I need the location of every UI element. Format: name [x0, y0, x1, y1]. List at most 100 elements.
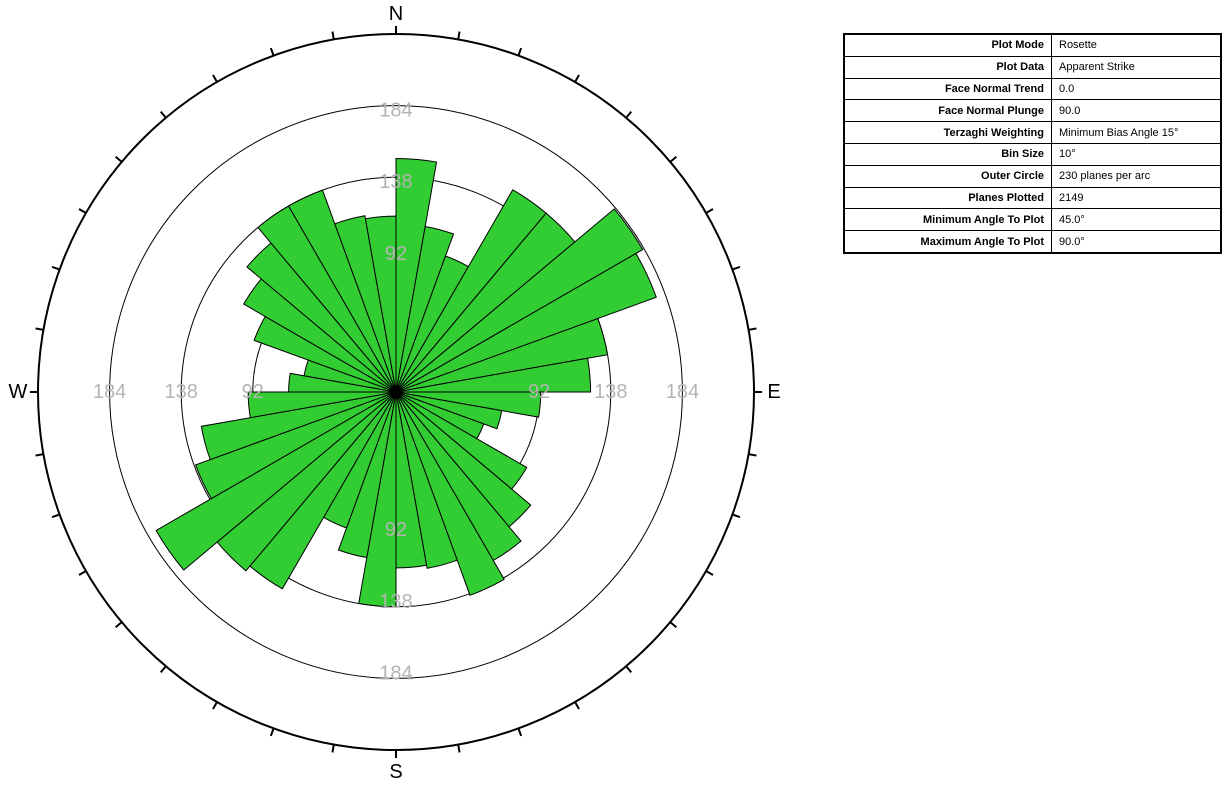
ring-label-west: 138: [165, 381, 198, 403]
info-key: Bin Size: [843, 142, 1052, 166]
info-value: 90.0: [1051, 99, 1222, 123]
info-value: 10°: [1051, 142, 1222, 166]
compass-tick: [114, 155, 123, 163]
compass-tick: [35, 453, 44, 457]
info-row: Terzaghi Weighting Minimum Bias Angle 15°: [843, 121, 1222, 144]
rose-petal: [337, 391, 397, 559]
plot-info-table: Plot Mode Rosette Plot Data Apparent Strike…: [843, 33, 1222, 254]
rose-petal: [194, 391, 397, 500]
rose-petals: [155, 158, 657, 608]
compass-tick: [78, 570, 87, 576]
rose-petal: [395, 391, 458, 569]
info-key: Outer Circle: [843, 164, 1052, 188]
compass-tick: [705, 570, 714, 576]
compass-tick: [269, 728, 275, 737]
info-value: 2149: [1051, 186, 1222, 210]
info-value: 0.0: [1051, 77, 1222, 101]
ring-label-south: 92: [385, 519, 407, 541]
ring-label-west: 92: [242, 381, 264, 403]
rose-petal: [395, 208, 644, 393]
compass-tick: [212, 701, 218, 710]
labels: N S E W 92 92 92 92 138 138 138 138 184 184 184 184: [9, 3, 781, 783]
compass-tick: [331, 31, 335, 40]
info-value: 90.0°: [1051, 230, 1222, 254]
info-row: Minimum Angle To Plot 45.0°: [843, 208, 1222, 232]
info-key: Terzaghi Weighting: [843, 121, 1052, 144]
rose-petal: [395, 252, 657, 393]
rose-petal: [395, 225, 455, 393]
rose-petal: [395, 357, 592, 393]
info-row: Plot Mode Rosette: [843, 33, 1222, 57]
compass-ticks: [30, 26, 762, 758]
info-value: Apparent Strike: [1051, 55, 1222, 79]
info-row: Outer Circle 230 planes per arc: [843, 164, 1222, 188]
compass-tick: [574, 74, 580, 83]
compass-tick: [748, 327, 757, 331]
ring-label-south: 184: [379, 662, 412, 684]
compass-tick: [669, 621, 678, 629]
compass-tick: [269, 47, 275, 56]
ring-label-north: 138: [379, 171, 412, 193]
info-key: Plot Data: [843, 55, 1052, 79]
ring-label-south: 138: [379, 591, 412, 613]
ring-label-west: 184: [93, 381, 126, 403]
compass-tick: [669, 155, 678, 163]
compass-tick: [625, 665, 633, 674]
ring-label-east: 92: [528, 381, 550, 403]
ring-label-east: 138: [594, 381, 627, 403]
compass-tick: [212, 74, 218, 83]
compass-tick: [51, 265, 60, 271]
compass-tick: [748, 453, 757, 457]
ring-label-east: 184: [666, 381, 699, 403]
rose-petal: [287, 189, 397, 393]
outer-circle: [37, 33, 755, 751]
south-label: S: [389, 761, 402, 783]
info-value: Rosette: [1051, 33, 1222, 57]
info-row: Maximum Angle To Plot 90.0°: [843, 230, 1222, 254]
rose-petal: [395, 317, 609, 393]
west-label: W: [9, 381, 28, 403]
info-key: Face Normal Plunge: [843, 99, 1052, 123]
info-row: Plot Data Apparent Strike: [843, 55, 1222, 79]
compass-tick: [457, 744, 461, 753]
east-label: E: [767, 381, 780, 403]
compass-tick: [517, 728, 523, 737]
compass-tick: [517, 47, 523, 56]
compass-tick: [159, 665, 167, 674]
compass-tick: [51, 513, 60, 519]
rose-petal: [247, 391, 397, 419]
info-key: Maximum Angle To Plot: [843, 230, 1052, 254]
compass-tick: [78, 208, 87, 214]
rose-diagram: N S E W 92 92 92 92 138 138 138 138 184 184 184 184: [9, 3, 781, 783]
rose-petal: [155, 391, 397, 571]
info-value: Minimum Bias Angle 15°: [1051, 121, 1222, 144]
ring-label-north: 184: [379, 100, 412, 122]
info-key: Face Normal Trend: [843, 77, 1052, 101]
info-key: Plot Mode: [843, 33, 1052, 57]
info-row: Face Normal Trend 0.0: [843, 77, 1222, 101]
compass-tick: [574, 701, 580, 710]
info-key: Minimum Angle To Plot: [843, 208, 1052, 232]
ring-circle: [109, 105, 683, 679]
compass-tick: [159, 110, 167, 119]
rose-petal: [334, 215, 397, 393]
rose-petal: [395, 391, 505, 596]
north-label: N: [389, 3, 403, 25]
compass-tick: [331, 744, 335, 753]
info-value: 45.0°: [1051, 208, 1222, 232]
compass-tick: [625, 110, 633, 119]
info-value: 230 planes per arc: [1051, 164, 1222, 188]
info-key: Planes Plotted: [843, 186, 1052, 210]
rose-petal: [200, 391, 397, 461]
compass-tick: [732, 265, 741, 271]
compass-tick: [732, 513, 741, 519]
compass-tick: [457, 31, 461, 40]
info-row: Planes Plotted 2149: [843, 186, 1222, 210]
compass-tick: [705, 208, 714, 214]
rose-petal: [364, 215, 397, 393]
compass-tick: [114, 621, 123, 629]
info-row: Face Normal Plunge 90.0: [843, 99, 1222, 123]
compass-tick: [35, 327, 44, 331]
ring-label-north: 92: [385, 243, 407, 265]
info-row: Bin Size 10°: [843, 142, 1222, 166]
